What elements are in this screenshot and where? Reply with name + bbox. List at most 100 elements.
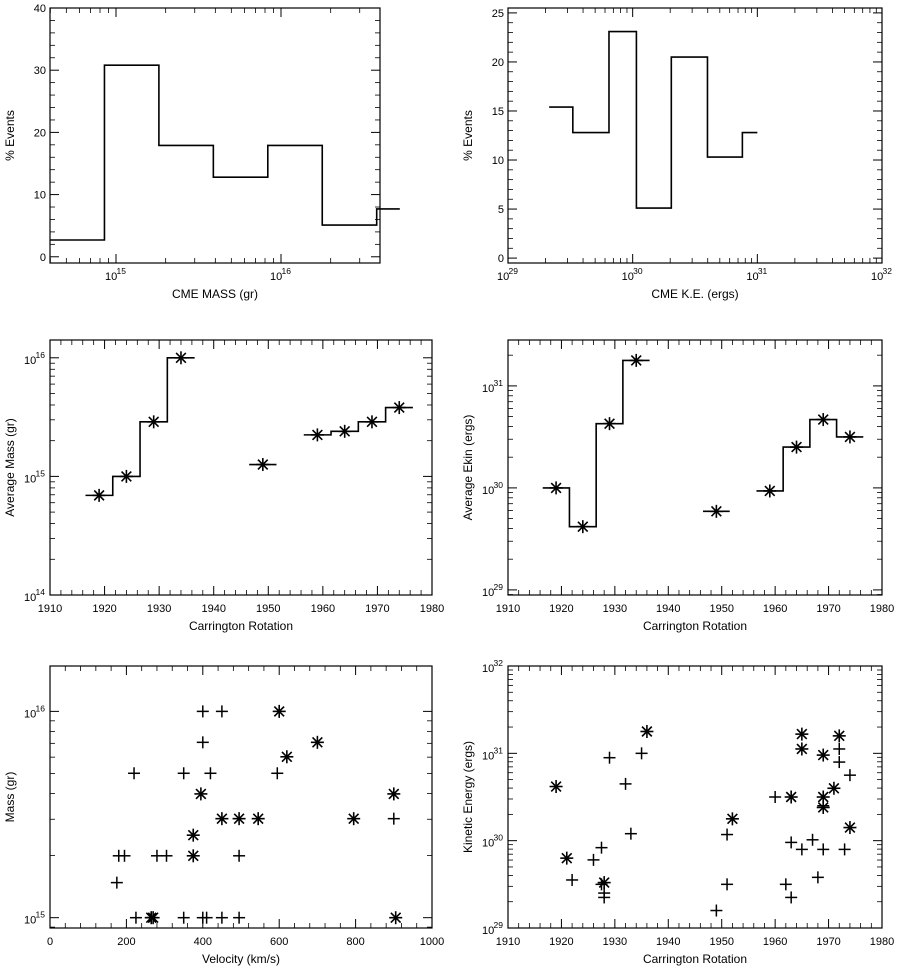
p6-x-tick-label-7: 1980: [870, 936, 894, 948]
p6-x-tick-label-3: 1940: [656, 936, 680, 948]
p4-x-tick-label-4: 1950: [709, 603, 733, 615]
p5-x-tick-label-3: 600: [270, 936, 288, 948]
p5-point-star-7: [251, 812, 265, 826]
p3-x-tick-label-0: 1910: [38, 603, 62, 615]
p6-point-plus-14: [779, 878, 792, 891]
p6-y-tick-label-1: 10 30: [482, 833, 503, 850]
p4-point-star-4: [709, 504, 723, 518]
p3-point-star-0: [92, 488, 106, 502]
p6-y-tick-label-1-base: 10: [482, 838, 494, 850]
p5-x-tick-label-1: 200: [117, 936, 135, 948]
p4-y-tick-label-2-exponent: 31: [494, 378, 504, 388]
p5-point-plus-8: [177, 767, 190, 780]
p1-y-tick-label-0: 0: [40, 252, 46, 264]
p1-y-tick-label-3: 30: [34, 65, 46, 77]
p4-y-tick-label-0-base: 10: [482, 587, 494, 599]
p6-point-star-1: [560, 851, 574, 865]
p3-x-tick-label-1: 1920: [92, 603, 116, 615]
p2-y-tick-label-0: 0: [498, 253, 504, 265]
p6-x-tick-label-5: 1960: [763, 936, 787, 948]
p2-x-tick-label-1-exponent: 30: [633, 266, 643, 276]
p4-panel: Carrington Rotation Average Ekin (ergs) 19…: [461, 339, 894, 633]
p6-point-plus-17: [795, 843, 808, 856]
p3-step-line-0: [85, 356, 195, 497]
p3-point-star-4: [256, 458, 270, 472]
p6-y-tick-label-1-exponent: 30: [494, 833, 504, 843]
p3-x-axis-label: Carrington Rotation: [189, 619, 293, 633]
p6-point-plus-10: [710, 904, 723, 917]
p2-x-tick-label-0-base: 10: [497, 271, 509, 283]
p6-point-plus-13: [769, 791, 782, 803]
p2-x-tick-label-1-base: 10: [622, 271, 634, 283]
p5-x-tick-label-0: 0: [47, 936, 53, 948]
p5-y-tick-label-0: 10 15: [24, 910, 45, 927]
p2-y-tick-label-2: 10: [492, 155, 504, 167]
p5-point-star-4: [194, 787, 208, 801]
p5-point-plus-20: [387, 812, 400, 825]
p4-y-tick-label-1-base: 10: [482, 485, 494, 497]
p6-point-plus-15: [785, 836, 798, 849]
p6-x-tick-label-1: 1920: [549, 936, 573, 948]
p6-point-plus-9: [635, 747, 648, 760]
p4-point-star-3: [629, 353, 643, 367]
p5-point-plus-13: [200, 911, 213, 924]
p4-y-axis-label: Average Ekin (ergs): [461, 415, 475, 521]
p6-y-tick-label-2-exponent: 31: [494, 745, 504, 755]
p6-point-plus-25: [843, 769, 856, 782]
p6-y-tick-label-0-exponent: 29: [494, 920, 504, 930]
p1-x-axis-label: CME MASS (gr): [172, 287, 258, 301]
p5-point-plus-7: [160, 849, 173, 862]
p4-point-star-5: [763, 484, 777, 498]
p3-x-tick-label-5: 1960: [311, 603, 335, 615]
p4-y-tick-label-0-exponent: 29: [494, 582, 504, 592]
p6-point-star-7: [795, 727, 809, 741]
p4-point-star-0: [549, 481, 563, 495]
p3-point-star-7: [365, 415, 379, 429]
p1-y-tick-label-4: 40: [34, 3, 46, 15]
p4-plot-frame: [507, 339, 883, 596]
p4-point-star-2: [603, 417, 617, 431]
p3-point-star-3: [174, 351, 188, 365]
p3-y-tick-label-2-exponent: 16: [36, 350, 46, 360]
p5-point-plus-10: [196, 705, 209, 718]
p2-x-tick-label-0: 10 29: [497, 266, 518, 283]
p3-y-tick-label-2-base: 10: [24, 355, 36, 367]
p4-point-star-8: [843, 430, 857, 444]
p6-point-star-6: [795, 742, 809, 756]
p2-x-tick-label-2-exponent: 31: [758, 266, 768, 276]
p4-y-tick-label-1-exponent: 30: [494, 480, 504, 490]
p3-step-line-1: [303, 406, 413, 436]
p1-histogram-steps: [50, 64, 400, 241]
p5-plot-frame: [49, 665, 433, 929]
p6-panel: Carrington Rotation Kinetic Energy (ergs)…: [461, 658, 894, 966]
p6-point-star-3: [640, 725, 654, 738]
p3-y-tick-label-0: 10 14: [24, 587, 45, 604]
p5-x-tick-label-5: 1000: [420, 936, 444, 948]
p6-point-plus-6: [603, 751, 616, 764]
p3-y-tick-label-0-exponent: 14: [36, 587, 46, 597]
p5-point-star-12: [387, 787, 401, 801]
p5-x-tick-label-4: 800: [346, 936, 364, 948]
p6-point-plus-23: [833, 756, 846, 769]
p1-y-axis-label: % Events: [3, 110, 17, 161]
p3-plot-frame: [49, 339, 433, 596]
p1-x-tick-label-1: 10 16: [270, 266, 291, 283]
p6-x-tick-label-2: 1930: [603, 936, 627, 948]
p1-x-tick-label-0: 10 15: [105, 266, 126, 283]
p6-x-tick-label-4: 1950: [709, 936, 733, 948]
p5-point-star-5: [215, 812, 229, 826]
p6-y-tick-label-3-exponent: 32: [494, 658, 504, 668]
p6-y-tick-label-3-base: 10: [482, 663, 494, 675]
p4-y-tick-label-2: 10 31: [482, 378, 503, 395]
p6-point-plus-21: [817, 843, 830, 856]
p4-x-tick-label-7: 1980: [870, 603, 894, 615]
p6-x-tick-label-6: 1970: [816, 936, 840, 948]
p6-point-star-2: [597, 876, 611, 890]
p3-y-tick-label-2: 10 16: [24, 350, 45, 367]
p4-step-line-0: [542, 359, 650, 528]
p2-x-tick-label-0-exponent: 29: [509, 266, 519, 276]
p5-x-tick-label-2: 400: [194, 936, 212, 948]
p4-point-star-1: [576, 520, 590, 534]
